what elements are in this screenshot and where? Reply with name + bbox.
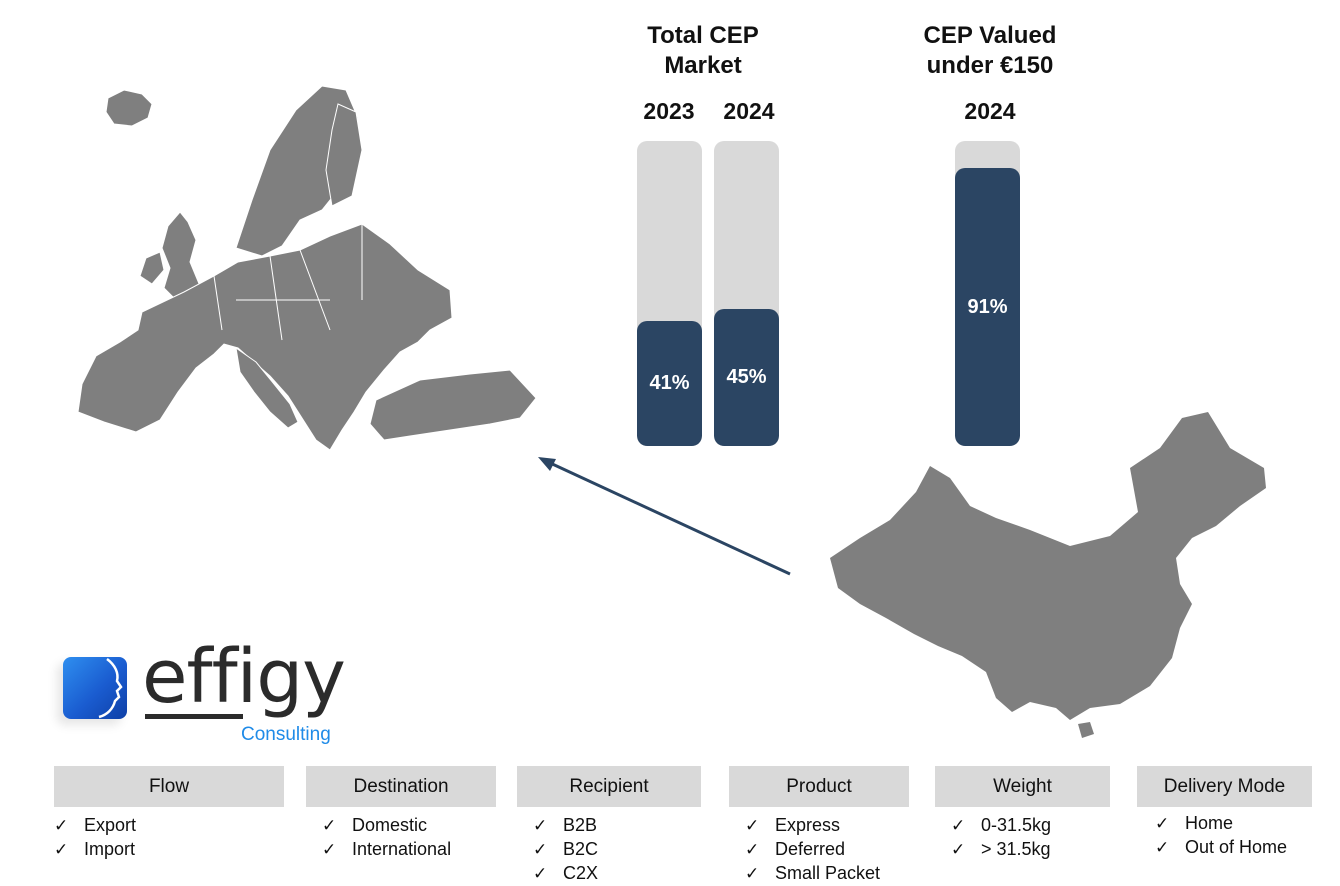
logo-subtitle: Consulting: [241, 724, 331, 745]
list-item: ✓ Export: [54, 813, 284, 837]
segment-flow: Flow ✓ Export ✓ Import: [54, 766, 284, 861]
logo-wordmark: effigy: [142, 634, 346, 720]
segment-header: Product: [729, 766, 909, 807]
europe-map: [77, 85, 537, 451]
year-label-2024: 2024: [723, 98, 775, 124]
chart-title-valued-line1: CEP Valued: [923, 22, 1057, 49]
check-icon: ✓: [322, 840, 337, 859]
check-icon: ✓: [322, 816, 337, 835]
check-icon: ✓: [54, 816, 69, 835]
check-icon: ✓: [745, 864, 760, 883]
chart-title-valued: CEP Valued under €150: [880, 21, 1100, 81]
segment-delivery-mode: Delivery Mode ✓ Home ✓ Out of Home: [1137, 766, 1312, 859]
check-icon: ✓: [951, 816, 966, 835]
bar-2024: 45%: [714, 308, 779, 446]
year-label-2024-valued: 2024: [964, 98, 1016, 124]
list-item: ✓ Deferred: [745, 837, 909, 861]
list-item: ✓ Express: [745, 813, 909, 837]
arrow-china-to-europe: [538, 457, 791, 576]
bar-track-2024: 45%: [714, 141, 779, 446]
list-item: ✓ 0-31.5kg: [951, 813, 1110, 837]
check-icon: ✓: [745, 816, 760, 835]
bar-2023: 41%: [637, 320, 702, 446]
check-icon: ✓: [533, 816, 548, 835]
segment-header: Weight: [935, 766, 1110, 807]
bar-track-2023: 41%: [637, 141, 702, 446]
chart-title-valued-line2: under €150: [926, 52, 1054, 79]
segment-header: Flow: [54, 766, 284, 807]
check-icon: ✓: [533, 840, 548, 859]
check-icon: ✓: [54, 840, 69, 859]
bar-value-2024-valued: 91%: [967, 295, 1008, 318]
chart-title-total-line1: Total CEP: [647, 22, 759, 49]
segment-header: Destination: [306, 766, 496, 807]
list-item: ✓ Home: [1155, 811, 1312, 835]
segment-header: Delivery Mode: [1137, 766, 1312, 807]
list-item: ✓ > 31.5kg: [951, 837, 1110, 861]
check-icon: ✓: [1155, 814, 1170, 833]
list-item: ✓ B2C: [533, 837, 701, 861]
bar-2024-valued: 91%: [955, 168, 1020, 446]
check-icon: ✓: [1155, 838, 1170, 857]
segment-destination: Destination ✓ Domestic ✓ International: [306, 766, 496, 861]
chart-title-total-line2: Market: [664, 52, 742, 79]
check-icon: ✓: [951, 840, 966, 859]
year-label-2023: 2023: [643, 98, 695, 124]
logo-underline: [145, 714, 243, 719]
list-item: ✓ Out of Home: [1155, 835, 1312, 859]
chart-title-total: Total CEP Market: [603, 21, 803, 81]
list-item: ✓ International: [322, 837, 496, 861]
list-item: ✓ Domestic: [322, 813, 496, 837]
list-item: ✓ Small Packet: [745, 861, 909, 885]
bar-value-2024: 45%: [726, 365, 767, 388]
list-item: ✓ Import: [54, 837, 284, 861]
segment-weight: Weight ✓ 0-31.5kg ✓ > 31.5kg: [935, 766, 1110, 861]
bar-track-2024-valued: 91%: [955, 141, 1020, 446]
segment-product: Product ✓ Express ✓ Deferred ✓ Small Packet: [729, 766, 909, 885]
segment-recipient: Recipient ✓ B2B ✓ B2C ✓ C2X: [517, 766, 701, 885]
check-icon: ✓: [533, 864, 548, 883]
face-profile-icon: [63, 657, 127, 719]
check-icon: ✓: [745, 840, 760, 859]
segment-header: Recipient: [517, 766, 701, 807]
list-item: ✓ B2B: [533, 813, 701, 837]
china-map: [830, 412, 1266, 738]
list-item: ✓ C2X: [533, 861, 701, 885]
bar-value-2023: 41%: [649, 371, 690, 394]
